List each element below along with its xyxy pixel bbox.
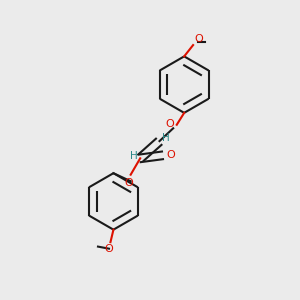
Text: O: O	[105, 244, 113, 254]
Text: O: O	[195, 34, 203, 44]
Text: H: H	[162, 133, 170, 143]
Text: H: H	[130, 151, 138, 161]
Text: O: O	[166, 150, 175, 161]
Text: O: O	[166, 119, 175, 129]
Text: O: O	[125, 178, 134, 188]
